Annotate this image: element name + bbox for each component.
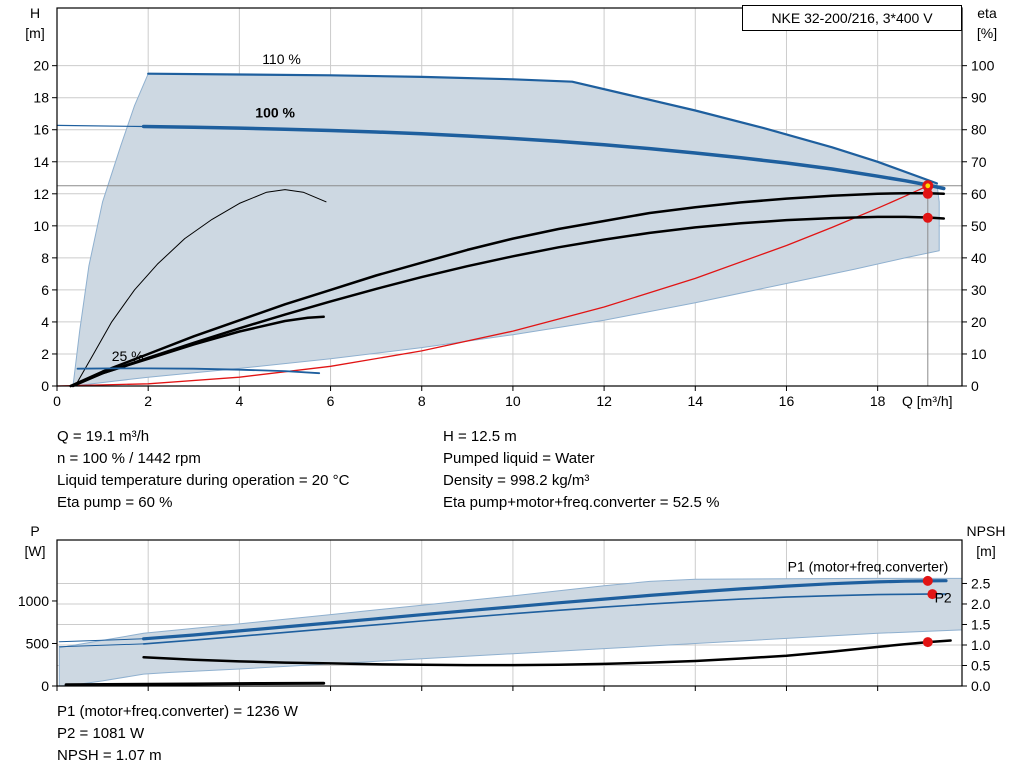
info-line-eta-total: Eta pump+motor+freq.converter = 52.5 % [443,494,720,511]
tick-label-left: 10 [33,218,49,234]
tick-label-left: 0 [41,678,49,694]
p2-curve [142,593,947,645]
tick-label-x: 14 [687,393,703,409]
tick-label-left: 2 [41,346,49,362]
curve-25 [76,367,321,375]
eta-curve-thin [74,189,327,387]
p-axis-title: P [W] [24,523,46,559]
info-line-q: Q = 19.1 m³/h [57,428,150,445]
tick-label-right: 20 [971,314,987,330]
curve-100-extension [56,124,145,128]
eta-total-curve [69,215,946,388]
tick-label-right: 1.5 [971,616,991,632]
p-curve-25 [64,681,326,687]
tick-label-left: 16 [33,122,49,138]
plot-frame [56,7,963,387]
operating-data-right: H = 12.5 m Pumped liquid = Water Density… [443,426,719,514]
operating-data-left: Q = 19.1 m³/h n = 100 % / 1442 rpm Liqui… [57,426,349,514]
tick-label-x: 12 [596,393,612,409]
tick-label-x: 0 [53,393,61,409]
pump-model-box: NKE 32-200/216, 3*400 V [742,5,962,31]
tick-label-right: 0.0 [971,678,991,694]
info-line-liquid: Pumped liquid = Water [443,450,595,467]
tick-label-left: 0 [41,378,49,394]
tick-label-right: 0 [971,378,979,394]
system-curve [56,185,929,387]
tick-label-right: 50 [971,218,987,234]
tick-label-right: 80 [971,122,987,138]
eta-axis-title: eta [%] [976,5,998,41]
tick-label-left: 1000 [18,593,49,609]
tick-label-left: 8 [41,250,49,266]
tick-label-x: 10 [505,393,521,409]
tick-label-x: 6 [327,393,335,409]
tick-label-x: 2 [144,393,152,409]
curve-110 [147,72,938,185]
tick-label-left: 4 [41,314,49,330]
info-line-n: n = 100 % / 1442 rpm [57,450,201,467]
curve-100 [141,124,946,191]
tick-label-right: 0.5 [971,657,991,673]
npsh-axis-title: NPSH [m] [966,523,1006,559]
info-line-npsh: NPSH = 1.07 m [57,747,162,764]
info-line-eta-pump: Eta pump = 60 % [57,494,173,511]
tick-label-right: 40 [971,250,987,266]
eta-pump-curve [69,191,946,388]
tick-label-right: 70 [971,154,987,170]
power-npsh-chart: P1 (motor+freq.converter) P2 0 500 1000 0.0 0.… [18,539,991,694]
tick-label-right: 2.5 [971,575,991,591]
x-axis-label: Q [m³/h] [902,393,953,409]
info-line-h: H = 12.5 m [443,428,517,445]
plot-frame [56,539,963,687]
label-p2: P2 [935,590,952,606]
power-npsh-data: P1 (motor+freq.converter) = 1236 W P2 = … [57,701,298,767]
tick-label-left: 18 [33,90,49,106]
p1-extension [58,638,145,643]
eta-total-point [922,212,933,223]
duty-point-center [925,183,931,189]
tick-label-x: 8 [418,393,426,409]
label-25-percent: 25 % [112,348,144,364]
tick-label-left: 20 [33,58,49,74]
info-line-p1: P1 (motor+freq.converter) = 1236 W [57,703,298,720]
tick-label-right: 60 [971,186,987,202]
info-line-p2: P2 = 1081 W [57,725,145,742]
tick-label-x: 18 [870,393,886,409]
tick-label-right: 10 [971,346,987,362]
tick-label-right: 100 [971,58,995,74]
tick-label-x: 4 [235,393,243,409]
tick-label-right: 30 [971,282,987,298]
info-line-density: Density = 998.2 kg/m³ [443,472,590,489]
h-axis-title: H [m] [25,5,45,41]
p2-point [927,589,938,600]
p1-point [922,575,933,586]
npsh-curve [142,639,952,667]
tick-label-left: 500 [26,635,50,651]
tick-label-x: 16 [779,393,795,409]
eta-pump-point [922,188,933,199]
label-p1: P1 (motor+freq.converter) [788,559,949,575]
tick-label-right: 90 [971,90,987,106]
npsh-point [922,637,933,648]
tick-label-left: 14 [33,154,49,170]
label-110-percent: 110 % [262,51,301,67]
hq-eta-chart: 110 %100 %25 %02468101214161820010203040… [33,7,995,409]
operating-envelope [58,577,963,687]
p1-curve [142,579,948,641]
tick-label-right: 2.0 [971,596,991,612]
tick-label-right: 1.0 [971,637,991,653]
tick-label-left: 6 [41,282,49,298]
tick-label-left: 12 [33,186,49,202]
label-100-percent: 100 % [255,105,295,121]
info-line-temperature: Liquid temperature during operation = 20… [57,472,350,489]
p2-extension [58,643,145,648]
